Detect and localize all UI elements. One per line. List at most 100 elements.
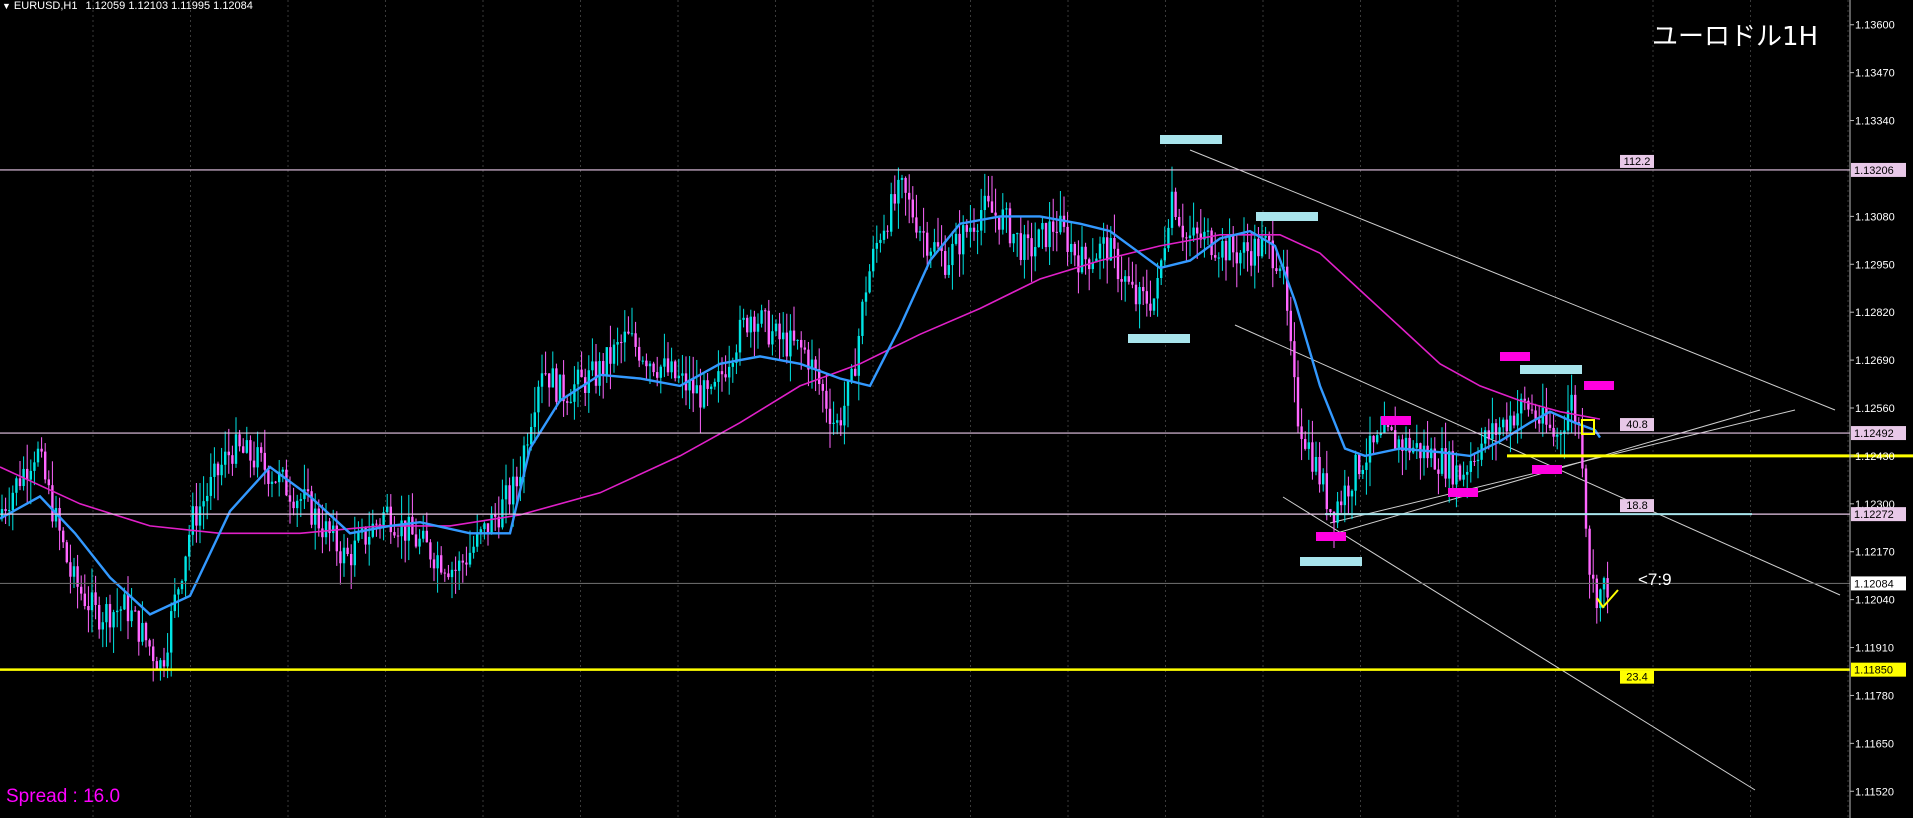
axis-tick-label: 1.13340 [1855,116,1895,128]
candle-body [1026,234,1030,239]
candle-body [1516,413,1519,426]
candle-body [450,569,454,578]
candle-body [616,342,619,345]
level-label: 18.8 [1626,500,1647,512]
candle-body [929,251,932,256]
candle-body [1584,468,1588,529]
candle-body [346,547,349,555]
candle-body [1444,448,1447,479]
candle-body [116,610,119,613]
channel-line [1189,149,1836,411]
candle-body [4,509,7,511]
candle-body [756,323,760,332]
candle-body [317,508,320,529]
candle-body [832,422,835,424]
candle-body [526,444,529,446]
candle-body [1170,191,1174,228]
candle-body [875,242,878,249]
candle-body [1138,287,1141,305]
candle-body [663,358,666,367]
candle-body [87,606,90,611]
swing-marker [1160,135,1222,144]
candle-body [245,440,248,453]
candle-body [80,586,83,594]
candle-body [897,179,900,204]
candle-body [652,363,655,373]
candle-body [796,339,799,341]
swing-marker [1381,416,1411,425]
candle-body [490,514,493,535]
candle-body [864,292,868,302]
candle-body [162,660,166,667]
price-tag: 1.12492 [1854,428,1894,440]
level-label-box [1620,418,1654,432]
level-label: 112.2 [1624,156,1651,168]
candle-body [1163,248,1166,261]
candle-body [382,512,385,526]
candle-body [1242,242,1246,253]
candle-body [1257,238,1260,257]
candle-body [645,360,648,367]
candle-body [1145,291,1148,304]
candle-body [670,361,673,373]
candle-body [810,359,814,370]
candle-body [731,362,734,367]
candle-body [310,491,313,525]
candle-body [954,233,958,244]
candle-body [1563,430,1566,434]
candle-body [879,239,882,243]
candle-body [1304,439,1307,449]
candle-body [123,594,126,610]
candle-body [872,248,875,272]
candle-body [807,349,810,370]
candle-body [404,520,407,541]
candle-body [900,177,904,180]
candle-body [836,420,839,423]
candle-body [612,344,616,364]
swing-markers [1128,135,1619,609]
candle-body [1134,284,1138,305]
candle-body [1343,485,1346,506]
candle-body [987,195,990,202]
price-tag-box [1851,162,1906,177]
candle-body [1520,398,1523,414]
candle-body [1570,394,1573,411]
fast-moving-average [0,215,1601,616]
candle-body [724,374,727,378]
candle-body [234,434,238,464]
candle-body [857,335,860,376]
candle-body [1455,465,1458,485]
candle-body [465,562,468,565]
candle-body [306,489,310,492]
candle-body [126,594,130,622]
candle-body [1347,485,1350,497]
ohlc-values: 1.12059 1.12103 1.11995 1.12084 [85,0,253,12]
candle-body [1196,227,1199,234]
channel-line [1329,409,1796,524]
candle-body [1487,430,1490,440]
candle-body [98,604,101,630]
candle-body [717,371,720,382]
candle-body [958,233,961,255]
candle-body [990,201,994,213]
candle-body [1278,268,1282,272]
symbol-label: EURUSD,H1 [13,0,78,12]
dropdown-triangle-icon[interactable]: ▼ [2,1,11,11]
swing-marker [1584,381,1614,390]
candle-body [728,366,731,378]
horizontal-levels[interactable]: 112.2 40.8 18.8 23.4 [0,154,1913,684]
candle-body [47,479,50,486]
candle-body [1210,230,1213,256]
price-tag-box [1851,507,1906,522]
candle-body [641,360,644,362]
candle-body [18,478,22,487]
candle-body [130,610,133,622]
candle-body [1311,442,1314,472]
candle-body [1235,252,1238,264]
candle-body [1332,511,1336,523]
candle-body [274,481,277,483]
candle-body [1030,238,1033,257]
candle-body [976,230,979,232]
candle-body [688,379,691,391]
